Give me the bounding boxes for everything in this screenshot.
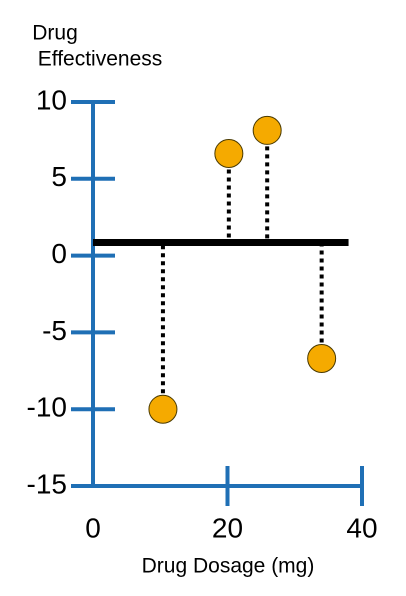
x-axis-title: Drug Dosage (mg) (142, 555, 315, 578)
data-point (307, 344, 337, 374)
data-point (252, 115, 282, 145)
x-tick-label: 20 (212, 512, 243, 543)
y-tick-label: 10 (36, 84, 67, 115)
y-axis-title: Effectiveness (38, 48, 163, 71)
y-tick-label: -15 (27, 468, 67, 499)
y-axis-title: Drug (32, 22, 78, 45)
y-tick-label: 0 (51, 238, 67, 269)
y-tick-label: -10 (27, 392, 67, 423)
y-tick-label: 5 (51, 161, 67, 192)
data-point (214, 138, 244, 168)
y-tick-label: -5 (42, 315, 67, 346)
data-point (148, 394, 178, 424)
x-tick-label: 40 (346, 512, 377, 543)
x-tick-label: 0 (85, 512, 101, 543)
